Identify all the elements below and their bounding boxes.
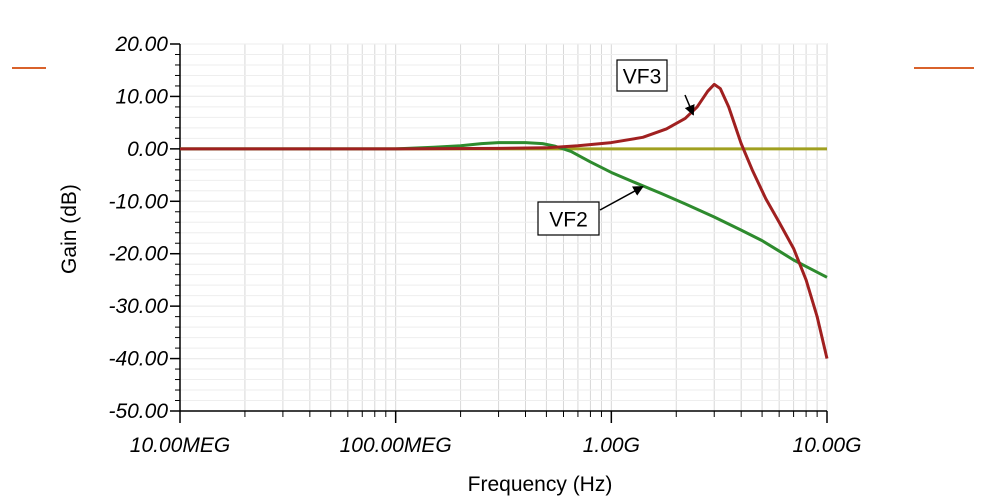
callout-box-vf3 — [616, 59, 668, 92]
x-tick-label: 100.00MEG — [340, 434, 452, 457]
axis-layer: 20.00 10.00 0.00 -10.00 -20.00 -30.00 -40.00 -5… — [108, 33, 861, 457]
y-tick-label: -10.00 — [108, 190, 168, 213]
y-tick-label: 10.00 — [115, 85, 168, 108]
grid-layer — [179, 43, 828, 412]
callout-arrow-vf2 — [599, 185, 644, 211]
callout-box-vf2 — [537, 201, 600, 236]
y-tick-label: -40.00 — [108, 348, 168, 371]
x-tick-label: 10.00MEG — [130, 434, 230, 457]
series-line-vf3 — [180, 82, 829, 359]
x-tick-label: 1.00G — [583, 434, 640, 457]
y-tick-label: -30.00 — [108, 295, 168, 318]
left-accent-line — [12, 67, 46, 69]
label-layer: VF3 VF2 — [537, 59, 695, 236]
callout-arrow-vf3 — [684, 94, 695, 116]
x-tick-label: 10.00G — [793, 434, 862, 457]
callout-label-vf3: VF3 — [623, 66, 662, 89]
plot-border — [179, 43, 828, 412]
y-tick-label: -20.00 — [108, 243, 168, 266]
y-tick-label: 0.00 — [127, 138, 168, 161]
y-axis-title: Gain (dB) — [58, 184, 81, 274]
y-tick-label: 20.00 — [114, 33, 168, 56]
x-axis-title: Frequency (Hz) — [468, 473, 613, 496]
right-accent-line — [914, 67, 974, 69]
callout-label-vf2: VF2 — [549, 209, 588, 232]
series-line-vf2 — [180, 141, 828, 279]
series-layer — [180, 82, 829, 359]
y-tick-label: -50.00 — [108, 400, 168, 423]
